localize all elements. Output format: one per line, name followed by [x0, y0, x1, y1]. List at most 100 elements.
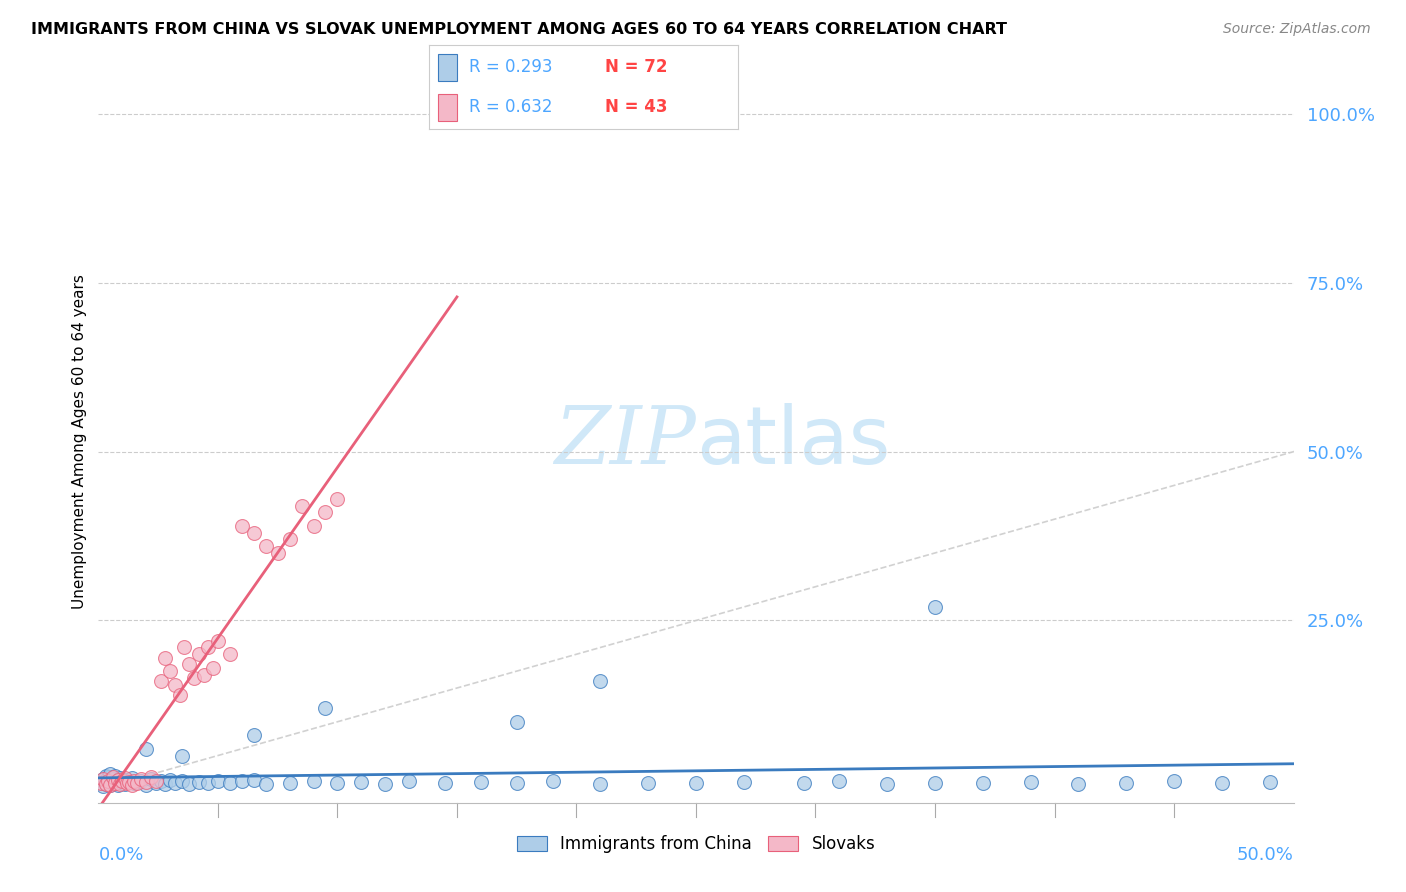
Point: [111, 775, 134, 789]
Point: [97, 770, 120, 784]
Point: [101, 770, 124, 784]
Point: [90, 775, 112, 789]
Point: [187, 775, 209, 789]
Point: [173, 640, 195, 655]
Point: [124, 773, 146, 788]
Point: [101, 772, 124, 787]
Point: [374, 777, 396, 791]
Point: [219, 775, 242, 789]
Point: [267, 546, 290, 560]
Point: [118, 775, 141, 789]
Point: [1067, 777, 1090, 791]
Point: [278, 533, 301, 547]
Point: [1115, 775, 1137, 789]
Point: [155, 650, 177, 665]
Point: [589, 674, 612, 689]
Point: [172, 748, 194, 763]
Point: [108, 771, 131, 785]
Point: [163, 775, 186, 789]
Point: [115, 772, 138, 787]
Point: [163, 678, 186, 692]
Point: [254, 539, 277, 553]
Point: [97, 774, 120, 789]
Point: [159, 772, 181, 787]
Point: [121, 772, 143, 786]
Point: [91, 772, 114, 787]
Y-axis label: Unemployment Among Ages 60 to 64 years: Unemployment Among Ages 60 to 64 years: [72, 274, 87, 609]
Point: [97, 774, 120, 789]
Point: [183, 671, 205, 685]
Point: [114, 777, 136, 791]
Point: [470, 775, 492, 789]
Point: [104, 775, 127, 789]
Point: [231, 774, 253, 789]
Point: [125, 775, 148, 789]
Point: [637, 775, 659, 789]
Point: [104, 769, 127, 783]
Text: atlas: atlas: [696, 402, 890, 481]
Point: [350, 775, 373, 789]
Point: [1019, 775, 1042, 789]
Point: [972, 776, 994, 790]
Point: [506, 775, 529, 789]
Point: [828, 774, 851, 789]
Point: [243, 728, 266, 742]
Text: R = 0.293: R = 0.293: [470, 59, 553, 77]
Point: [434, 776, 457, 790]
Text: Source: ZipAtlas.com: Source: ZipAtlas.com: [1223, 22, 1371, 37]
Point: [326, 491, 349, 506]
Point: [98, 778, 122, 792]
Text: N = 72: N = 72: [605, 59, 668, 77]
Point: [101, 776, 124, 790]
Point: [1163, 774, 1185, 789]
Point: [207, 773, 229, 788]
Point: [589, 777, 612, 791]
Point: [139, 770, 162, 784]
Point: [207, 633, 229, 648]
Point: [254, 777, 277, 791]
Point: [231, 519, 253, 533]
Point: [91, 779, 114, 793]
Point: [197, 640, 219, 655]
Text: ZIP: ZIP: [554, 403, 696, 480]
Point: [94, 777, 117, 791]
Point: [131, 773, 153, 788]
Point: [315, 505, 337, 519]
Point: [179, 777, 201, 791]
Point: [98, 767, 122, 781]
Point: [107, 778, 129, 792]
Text: R = 0.632: R = 0.632: [470, 98, 553, 116]
Text: 0.0%: 0.0%: [98, 847, 143, 864]
Point: [1258, 775, 1281, 789]
Point: [398, 773, 420, 788]
Point: [302, 774, 325, 789]
Point: [291, 499, 314, 513]
Point: [219, 647, 242, 661]
Point: [139, 772, 162, 787]
Point: [278, 775, 301, 789]
Point: [733, 775, 755, 789]
Point: [107, 772, 129, 787]
Point: [145, 775, 167, 789]
Point: [155, 777, 177, 791]
Point: [315, 701, 337, 715]
Point: [541, 774, 564, 789]
Point: [115, 776, 138, 790]
Point: [506, 714, 529, 729]
Point: [793, 775, 815, 789]
Point: [94, 769, 117, 783]
Point: [107, 773, 129, 788]
Point: [302, 519, 325, 533]
Point: [135, 775, 157, 789]
Point: [169, 688, 191, 702]
Point: [135, 778, 157, 792]
Point: [91, 772, 114, 787]
Point: [685, 776, 707, 790]
Point: [98, 778, 122, 792]
Point: [108, 777, 131, 791]
Point: [149, 774, 172, 789]
Point: [131, 772, 153, 787]
Point: [197, 776, 219, 790]
Point: [326, 776, 349, 790]
Point: [172, 774, 194, 789]
